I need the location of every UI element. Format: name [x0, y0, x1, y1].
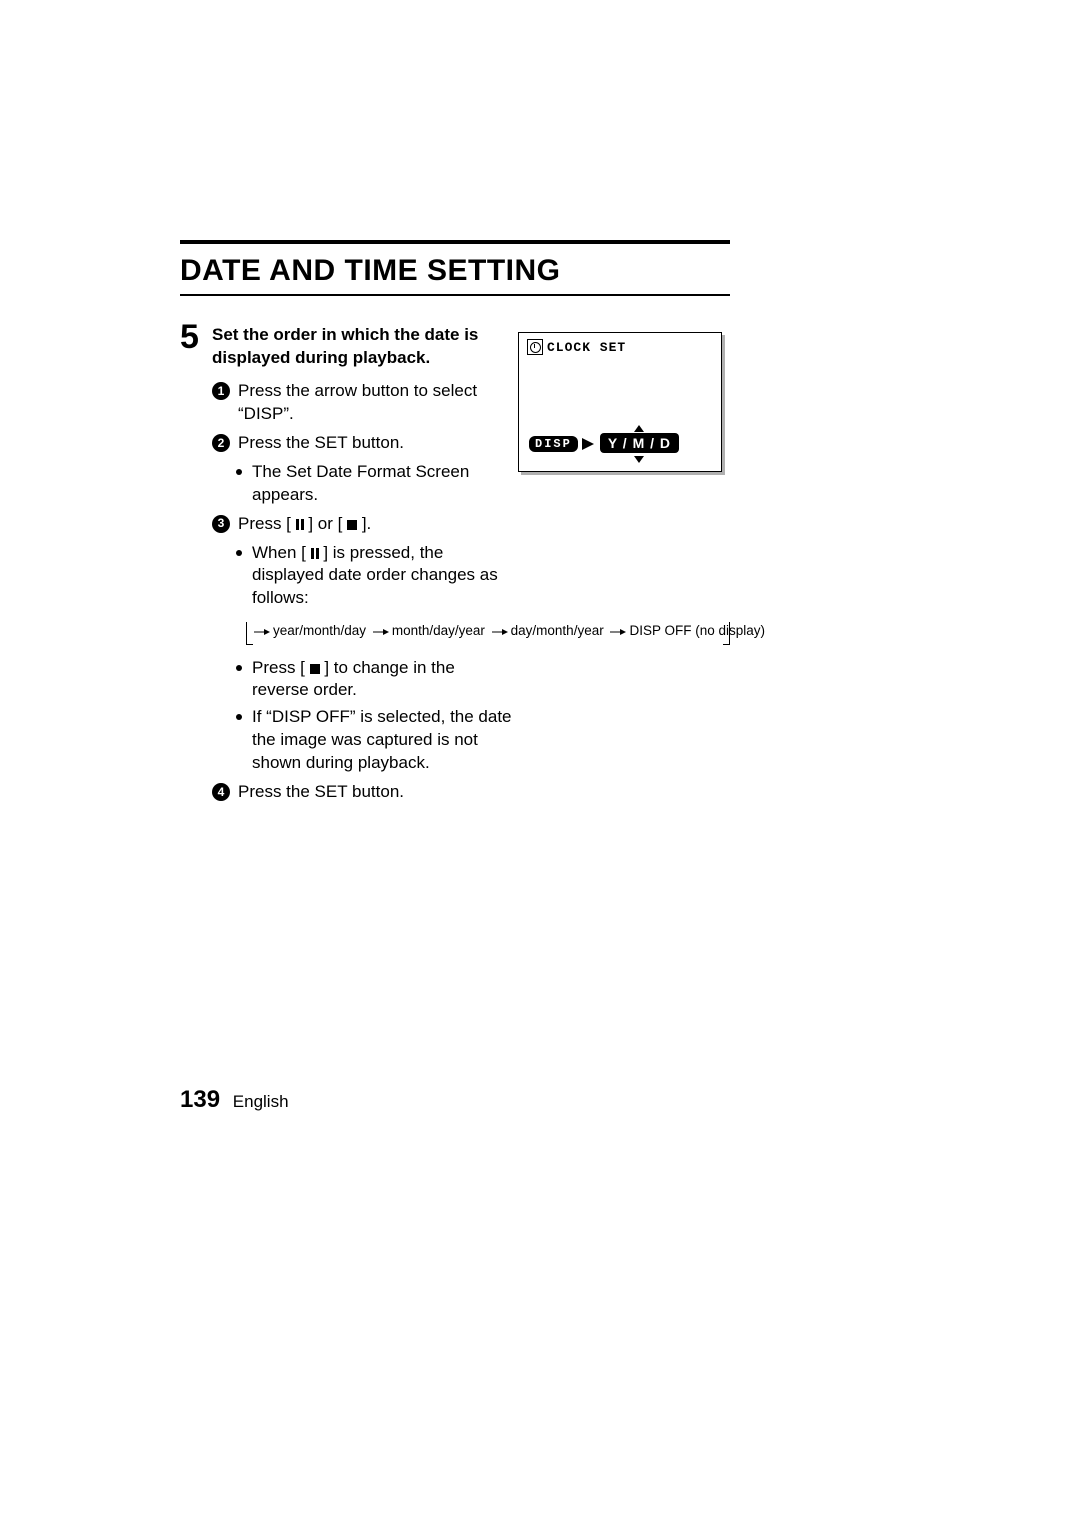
stop-icon	[347, 520, 357, 530]
triangle-up-icon	[634, 425, 644, 432]
cyc2: month/day/year	[392, 623, 485, 638]
circled-2-icon: 2	[212, 434, 230, 452]
arrow-icon	[373, 628, 389, 636]
clock-icon	[527, 339, 543, 355]
substep-2-text: Press the SET button.	[238, 432, 498, 455]
page-number: 139	[180, 1086, 220, 1113]
substep-3-bullet-1: When [ ] is pressed, the displayed date …	[236, 542, 730, 611]
t3c: ].	[357, 514, 371, 533]
pause-icon	[296, 519, 304, 530]
manual-page: DATE AND TIME SETTING 5 Set the order in…	[0, 0, 1080, 1529]
screen-title-text: CLOCK SET	[547, 340, 626, 355]
footer-language: English	[233, 1092, 289, 1111]
step-number: 5	[180, 320, 212, 354]
circled-4-icon: 4	[212, 783, 230, 801]
screen-title: CLOCK SET	[527, 339, 713, 355]
bullet-icon	[236, 550, 242, 556]
substep-3: 3 Press [ ] or [ ].	[212, 513, 730, 536]
pause-icon	[311, 548, 319, 559]
triangle-down-icon	[634, 456, 644, 463]
substep-3-text: Press [ ] or [ ].	[238, 513, 498, 536]
cycle-text: year/month/day month/day/year day/month/…	[251, 622, 723, 640]
arrow-icon	[610, 628, 626, 636]
arrow-icon	[254, 628, 270, 636]
substep-3-bullet-2: Press [ ] to change in the reverse order…	[236, 657, 730, 703]
ymd-wrap: Y / M / D	[600, 435, 679, 453]
bullet-icon	[236, 714, 242, 720]
ymd-value: Y / M / D	[600, 433, 679, 453]
page-footer: 139 English	[180, 1086, 289, 1114]
lcd-screen: CLOCK SET DISP Y / M / D	[518, 332, 722, 472]
rule-top	[180, 240, 730, 244]
t3b: ] or [	[304, 514, 347, 533]
cyc4: DISP OFF (no display)	[629, 623, 765, 638]
substep-3-bullet-3-text: If “DISP OFF” is selected, the date the …	[252, 706, 512, 775]
s32a: Press [	[252, 658, 310, 677]
pointer-icon	[582, 438, 594, 450]
substep-2-bullet-text: The Set Date Format Screen appears.	[252, 461, 502, 507]
circled-3-icon: 3	[212, 515, 230, 533]
bullet-icon	[236, 469, 242, 475]
substep-4-text: Press the SET button.	[238, 781, 498, 804]
substep-1-text: Press the arrow button to select “DISP”.	[238, 380, 498, 426]
s31a: When [	[252, 543, 311, 562]
cyc1: year/month/day	[273, 623, 366, 638]
step-intro: Set the order in which the date is displ…	[212, 324, 492, 370]
page-title: DATE AND TIME SETTING	[180, 254, 730, 288]
t3a: Press [	[238, 514, 296, 533]
substep-4: 4 Press the SET button.	[212, 781, 730, 804]
substep-3-bullet-2-text: Press [ ] to change in the reverse order…	[252, 657, 512, 703]
arrow-icon	[492, 628, 508, 636]
cycle-diagram: year/month/day month/day/year day/month/…	[246, 622, 730, 644]
rule-bottom	[180, 294, 730, 296]
circled-1-icon: 1	[212, 382, 230, 400]
substep-3-bullet-1-text: When [ ] is pressed, the displayed date …	[252, 542, 502, 611]
disp-row: DISP Y / M / D	[529, 435, 679, 453]
stop-icon	[310, 664, 320, 674]
bullet-icon	[236, 665, 242, 671]
substep-3-bullet-3: If “DISP OFF” is selected, the date the …	[236, 706, 730, 775]
cyc3: day/month/year	[511, 623, 604, 638]
disp-label: DISP	[529, 436, 578, 452]
